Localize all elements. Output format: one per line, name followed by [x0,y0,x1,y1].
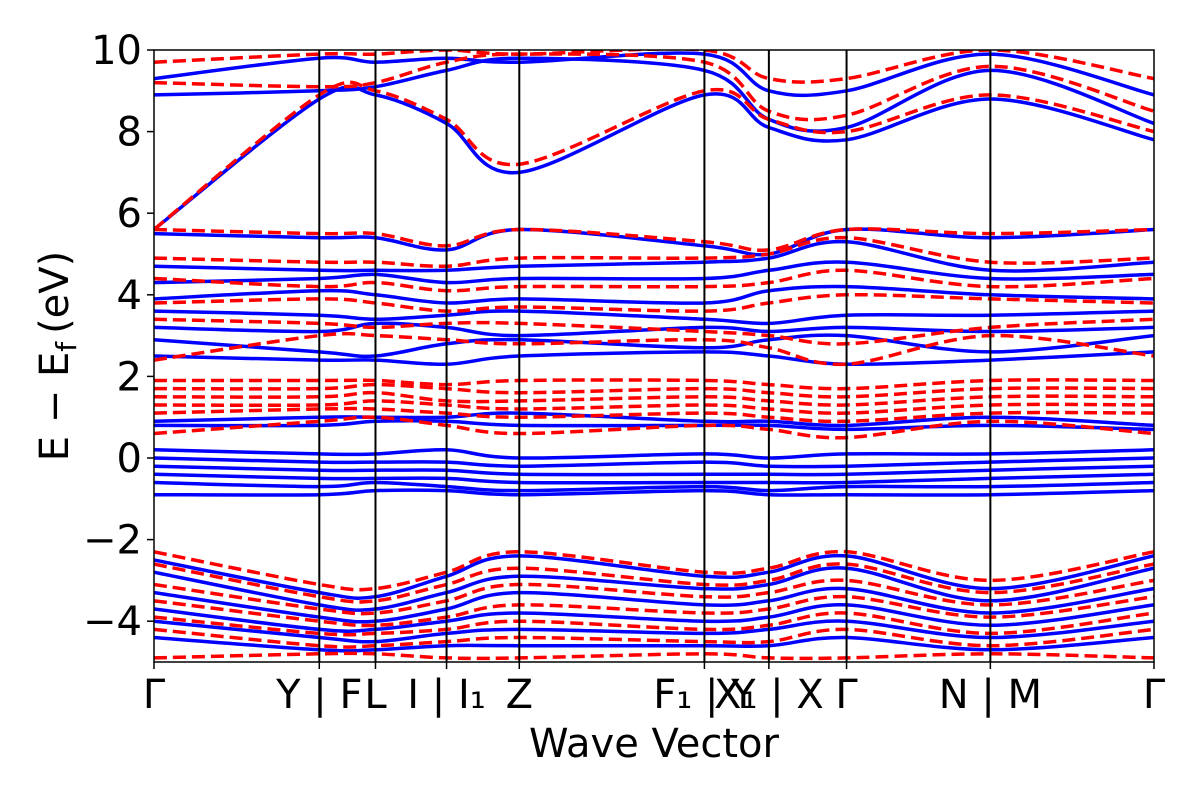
x-axis-title: Wave Vector [529,721,780,767]
x-tick-label: Γ [835,672,858,718]
x-tick-label: F₁ | Y [653,672,756,718]
band-solid-blue-23 [154,619,1154,644]
y-tick-label: 6 [117,191,142,237]
y-axis-title: E − Ef (eV) [32,251,83,462]
band-dashed-red-12 [154,399,1154,415]
plot-frame [153,49,1155,663]
band-solid-blue-24 [154,635,1154,653]
band-solid-blue-7 [154,309,1154,326]
band-solid-blue-22 [154,603,1154,633]
x-tick-label: Z [506,672,533,718]
x-tick-label: N | M [939,672,1042,718]
band-dashed-red-19 [154,611,1154,637]
band-solid-blue-1 [154,56,1154,133]
band-dashed-red-21 [154,651,1154,661]
band-solid-blue-8 [154,321,1154,338]
band-solid-blue-4 [154,239,1154,273]
y-axis-title-unit: (eV) [32,251,78,334]
y-tick-label: 10 [91,28,142,74]
y-tick-label: 8 [117,110,142,156]
band-dashed-red-7 [154,317,1154,346]
plot-area [154,50,1154,662]
band-solid-blue-9 [154,333,1154,359]
band-solid-blue-13 [154,448,1154,460]
band-solid-blue-20 [154,566,1154,612]
x-tick-label: Γ [1143,672,1166,718]
y-tick-label: 2 [117,354,142,400]
band-dashed-red-5 [154,268,1154,293]
band-dashed-red-11 [154,390,1154,407]
x-tick-label: X₁ | X [714,672,824,718]
band-solid-blue-17 [154,480,1154,493]
band-solid-blue-18 [154,488,1154,497]
band-dashed-red-1 [154,52,1154,122]
y-axis-title-main: E − E [32,352,78,462]
band-dashed-red-17 [154,578,1154,616]
band-dashed-red-2 [154,50,1154,84]
band-dashed-red-10 [154,382,1154,399]
band-solid-blue-16 [154,472,1154,485]
band-solid-blue-14 [154,456,1154,469]
band-dashed-red-3 [154,227,1154,253]
x-tick-label: Γ [143,672,166,718]
y-axis-ticks: −4 −2 0 2 4 6 8 10 [83,28,154,645]
band-solid-blue-12 [154,419,1154,432]
band-dashed-red-6 [154,292,1154,313]
band-lines [154,50,1154,661]
band-solid-blue-15 [154,464,1154,477]
x-tick-label: I | I₁ [407,672,486,718]
band-dashed-red-15 [154,549,1154,592]
y-tick-label: −4 [83,599,142,645]
band-dashed-red-16 [154,562,1154,604]
band-dashed-red-14 [154,415,1154,440]
y-tick-label: 0 [117,436,142,482]
band-dashed-red-20 [154,627,1154,649]
band-solid-blue-19 [154,553,1154,600]
y-axis-title-sub: f [50,341,83,352]
y-tick-label: 4 [117,273,142,319]
band-solid-blue-10 [154,350,1154,367]
band-solid-blue-2 [154,51,1154,98]
band-dashed-red-13 [154,406,1154,424]
band-solid-blue-3 [154,227,1154,257]
x-tick-label: L [364,672,387,718]
y-tick-label: −2 [83,518,142,564]
x-tick-label: Y | F [275,672,362,718]
band-dashed-red-4 [154,235,1154,269]
band-solid-blue-0 [154,84,1154,231]
high-symmetry-lines [318,50,992,662]
band-solid-blue-21 [154,586,1154,624]
band-dashed-red-0 [154,80,1154,231]
band-solid-blue-5 [154,260,1154,285]
band-dashed-red-8 [154,331,1154,367]
band-dashed-red-18 [154,594,1154,628]
band-solid-blue-6 [154,284,1154,305]
band-dashed-red-9 [154,378,1154,391]
